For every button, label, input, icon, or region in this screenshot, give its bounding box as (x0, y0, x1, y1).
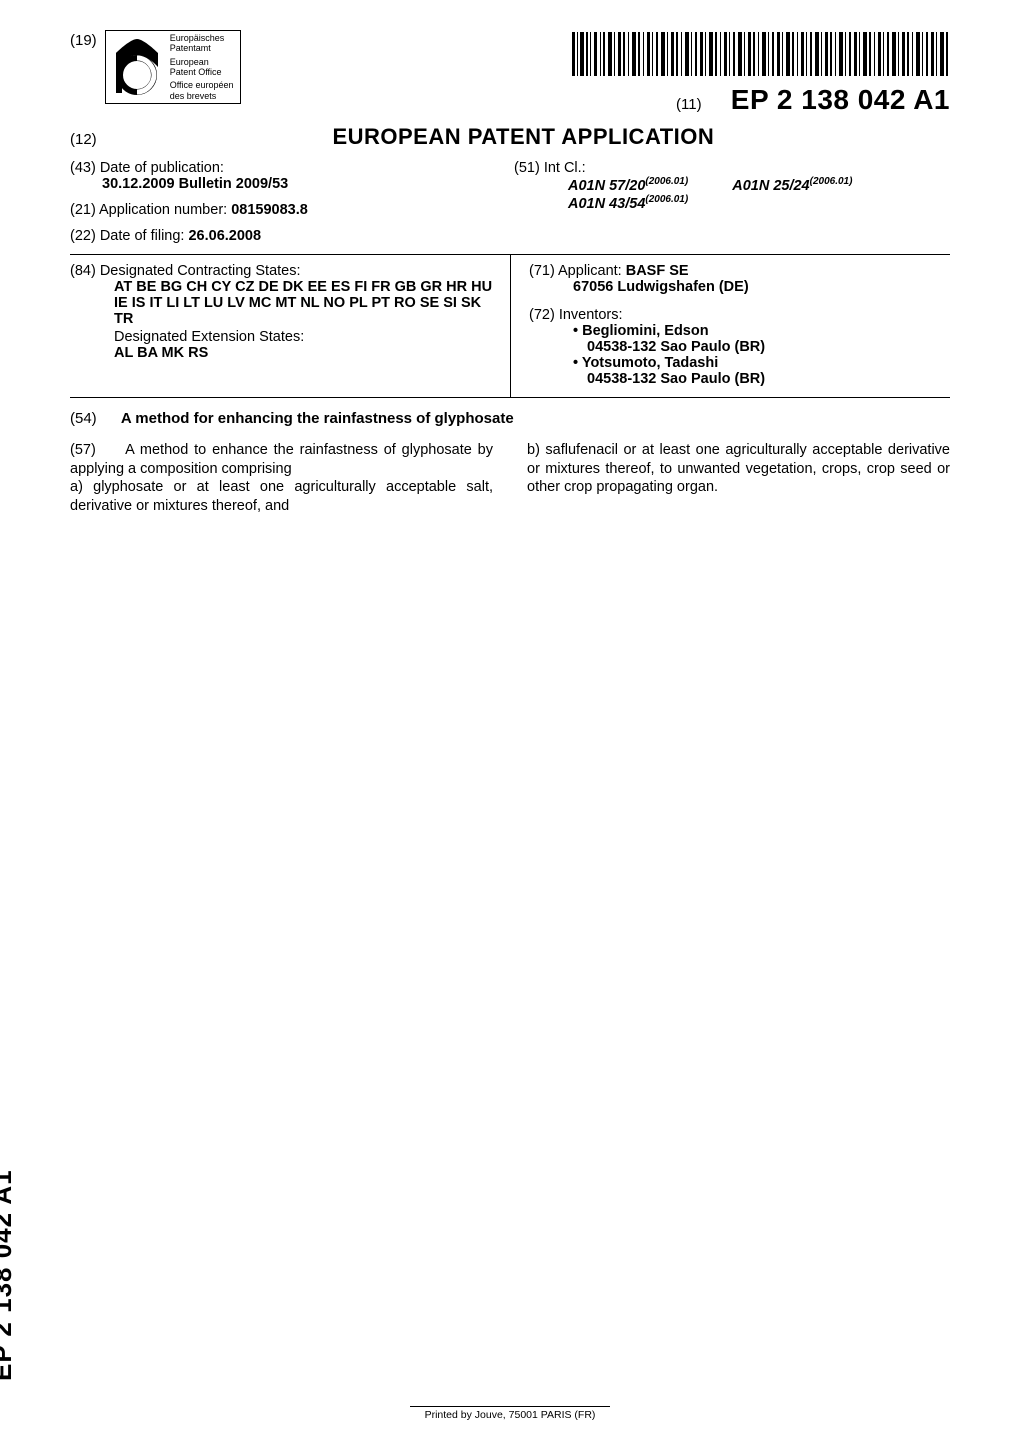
invention-title: A method for enhancing the rainfastness … (121, 410, 514, 427)
ipc-code-3-text: A01N 43/54 (568, 196, 645, 212)
office-name-en-2: Patent Office (170, 67, 234, 77)
ipc-code-1-text: A01N 57/20 (568, 178, 645, 194)
office-names: Europäisches Patentamt European Patent O… (170, 33, 234, 101)
inid-54: (54) (70, 410, 97, 427)
inid-12: (12) (70, 131, 97, 148)
footer-rule (410, 1406, 610, 1407)
inid-57: (57) (70, 442, 96, 458)
inventor-2-address: 04538-132 Sao Paulo (BR) (587, 371, 944, 387)
barcode-icon (570, 30, 950, 78)
inventor-1-address: 04538-132 Sao Paulo (BR) (587, 339, 944, 355)
ipc-code-3: A01N 43/54(2006.01) (568, 194, 688, 212)
ext-states-value: AL BA MK RS (114, 345, 504, 361)
ipc-code-2-ver: (2006.01) (810, 176, 853, 187)
applicant-name: BASF SE (626, 263, 689, 279)
spine-pubnum: EP 2 138 042 A1 (0, 1169, 18, 1381)
inventor-1-name: • Begliomini, Edson (573, 323, 944, 339)
inid-51-label: (51) Int Cl.: (514, 160, 586, 176)
office-logo-box: Europäisches Patentamt European Patent O… (105, 30, 241, 104)
ipc-code-2: A01N 25/24(2006.01) (732, 176, 852, 194)
office-name-en-1: European (170, 57, 234, 67)
inid-21-label: (21) Application number: (70, 202, 227, 218)
inid-43-label: (43) Date of publication: (70, 160, 224, 176)
ipc-code-2-text: A01N 25/24 (732, 178, 809, 194)
office-name-fr-2: des brevets (170, 91, 234, 101)
publication-number: EP 2 138 042 A1 (731, 84, 950, 115)
ipc-code-3-ver: (2006.01) (645, 194, 688, 205)
abstract-col1-s2: a) glyphosate or at least one agricultur… (70, 479, 493, 514)
inid-84-label: (84) Designated Contracting States: (70, 263, 504, 279)
inid-11: (11) (676, 96, 702, 113)
inid-84-states: AT BE BG CH CY CZ DE DK EE ES FI FR GB G… (114, 279, 504, 327)
inid-22-label: (22) Date of filing: (70, 228, 184, 244)
footer-text: Printed by Jouve, 75001 PARIS (FR) (425, 1409, 596, 1421)
ext-states-label: Designated Extension States: (114, 329, 504, 345)
epo-logo-icon (110, 35, 164, 99)
abstract-col2: b) saflufenacil or at least one agricult… (527, 442, 950, 495)
office-name-fr-1: Office européen (170, 80, 234, 90)
applicant-address: 67056 Ludwigshafen (DE) (573, 279, 944, 295)
document-kind: EUROPEAN PATENT APPLICATION (332, 124, 714, 150)
ipc-code-1-ver: (2006.01) (645, 176, 688, 187)
inid-43-value: 30.12.2009 Bulletin 2009/53 (102, 176, 288, 192)
inid-72-label: (72) Inventors: (529, 307, 944, 323)
inid-71-label: (71) Applicant: (529, 263, 622, 279)
abstract-col1-s1: A method to enhance the rainfastness of … (70, 442, 493, 477)
inventor-2-name: • Yotsumoto, Tadashi (573, 355, 944, 371)
inid-22-value: 26.06.2008 (188, 228, 261, 244)
inid-19: (19) (70, 32, 97, 49)
office-name-de-1: Europäisches (170, 33, 234, 43)
office-name-de-2: Patentamt (170, 43, 234, 53)
inid-21-value: 08159083.8 (231, 202, 308, 218)
ipc-code-1: A01N 57/20(2006.01) (568, 176, 688, 194)
